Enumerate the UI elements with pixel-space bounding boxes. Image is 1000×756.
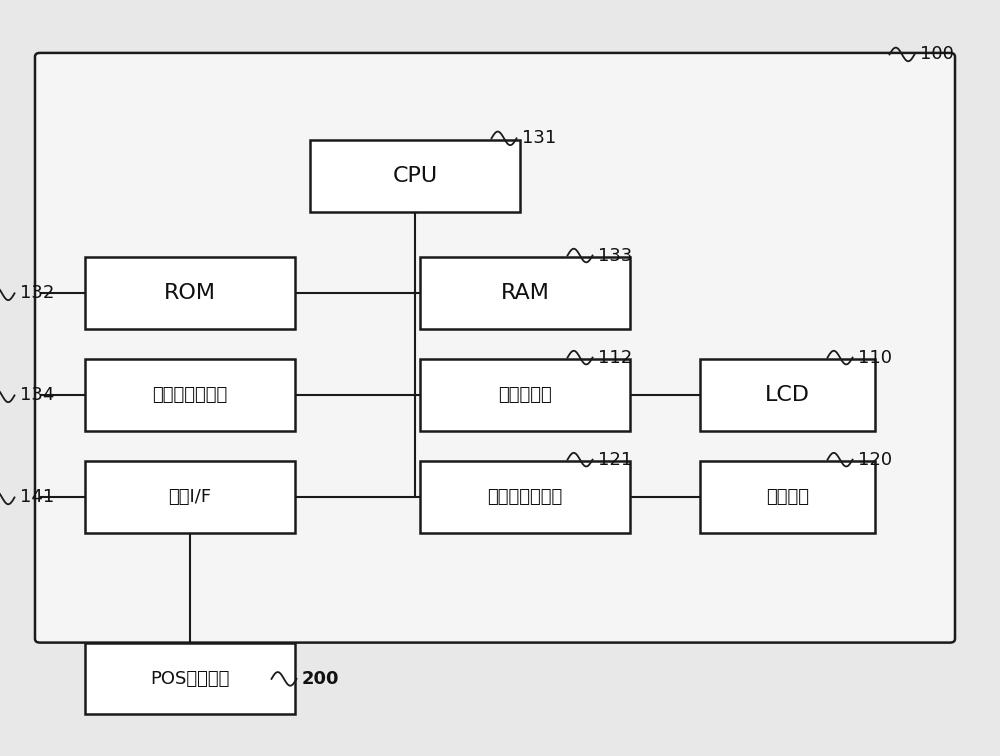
Text: 132: 132 xyxy=(20,284,54,302)
Text: 触摸面板: 触摸面板 xyxy=(766,488,809,506)
Bar xyxy=(85,643,295,714)
Bar xyxy=(420,359,630,431)
Text: 110: 110 xyxy=(858,349,892,367)
Bar xyxy=(420,461,630,533)
FancyBboxPatch shape xyxy=(35,53,955,643)
Text: 131: 131 xyxy=(522,129,556,147)
Text: 141: 141 xyxy=(20,488,54,507)
Text: 120: 120 xyxy=(858,451,892,469)
Bar xyxy=(85,257,295,329)
Bar xyxy=(85,461,295,533)
Bar xyxy=(700,359,875,431)
Text: CPU: CPU xyxy=(392,166,438,186)
Text: 100: 100 xyxy=(920,45,954,64)
Bar xyxy=(310,140,520,212)
Text: LCD: LCD xyxy=(765,385,810,405)
Bar xyxy=(420,257,630,329)
Text: 显示控制器: 显示控制器 xyxy=(498,386,552,404)
Text: 非易失性存储器: 非易失性存储器 xyxy=(152,386,228,404)
Text: 121: 121 xyxy=(598,451,632,469)
Text: 134: 134 xyxy=(20,386,54,404)
Text: POS终端装置: POS终端装置 xyxy=(150,670,230,687)
Text: 通信I/F: 通信I/F xyxy=(168,488,212,506)
Text: 触摸面板控制器: 触摸面板控制器 xyxy=(487,488,563,506)
Bar xyxy=(85,359,295,431)
Text: 112: 112 xyxy=(598,349,632,367)
Text: RAM: RAM xyxy=(501,283,549,303)
Bar xyxy=(700,461,875,533)
Text: ROM: ROM xyxy=(164,283,216,303)
Text: 200: 200 xyxy=(302,670,340,688)
Text: 133: 133 xyxy=(598,246,632,265)
